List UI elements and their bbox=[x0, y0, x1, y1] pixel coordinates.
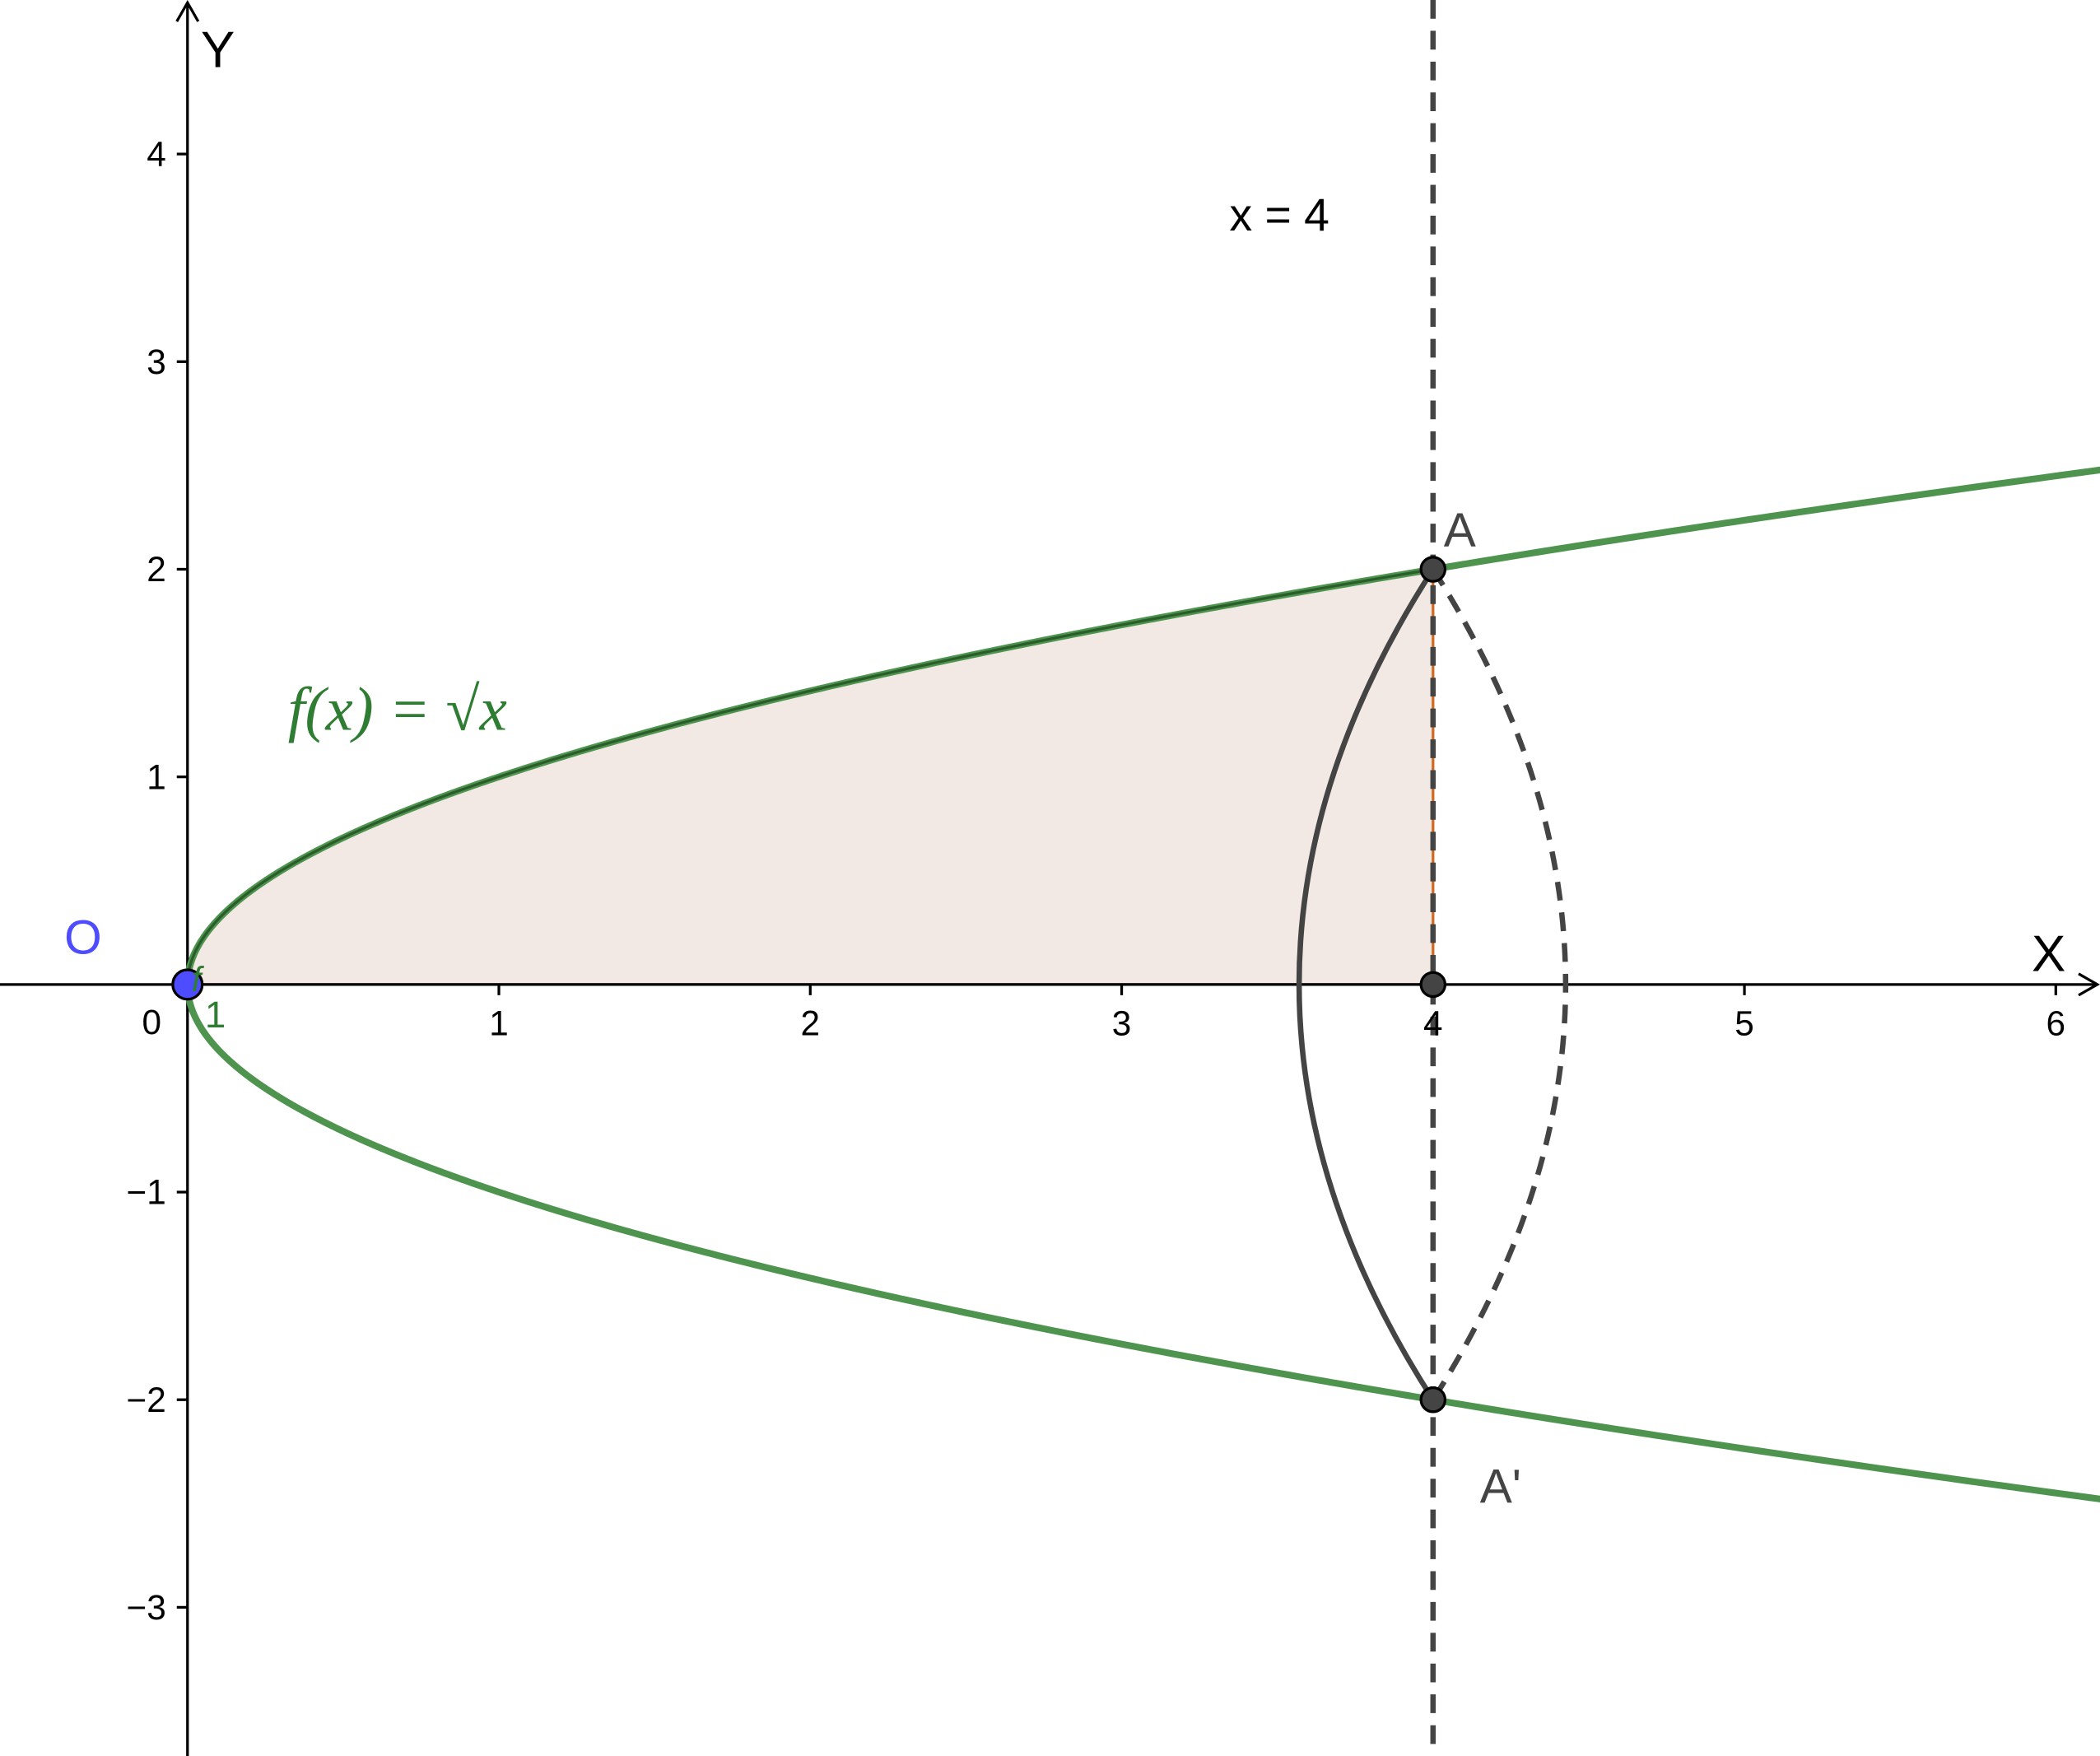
point bbox=[1419, 556, 1447, 583]
y-axis-label: Y bbox=[201, 21, 235, 78]
point bbox=[1419, 971, 1447, 999]
arc-dashed bbox=[1431, 567, 1569, 1401]
x-axis-label: X bbox=[2032, 926, 2065, 983]
origin-label: 0 bbox=[142, 1003, 161, 1041]
y-tick-label: 2 bbox=[147, 550, 166, 589]
x-tick-label: 4 bbox=[1423, 1004, 1443, 1043]
curve bbox=[184, 984, 2100, 1502]
y-tick-label: −2 bbox=[127, 1381, 166, 1419]
curve-highlight bbox=[186, 567, 1434, 985]
y-axis-arrow bbox=[175, 0, 200, 22]
x-tick-label: 2 bbox=[801, 1004, 821, 1043]
point bbox=[1419, 1386, 1447, 1414]
function-label: f(x) = √x bbox=[288, 676, 507, 744]
y-tick-label: 4 bbox=[147, 135, 166, 174]
point-label: A bbox=[1444, 504, 1476, 557]
point-label: A' bbox=[1480, 1460, 1521, 1513]
y-tick-label: −3 bbox=[127, 1588, 166, 1627]
y-tick-label: 1 bbox=[147, 757, 166, 796]
labels: X Y 0 x = 4 f(x) = √x O A A' f 1 1 2 3 4 5 6−… bbox=[64, 21, 2065, 1627]
point-label: O bbox=[64, 911, 102, 964]
x-tick-label: 3 bbox=[1112, 1004, 1132, 1043]
y-tick-label: −1 bbox=[127, 1173, 166, 1212]
shaded-region bbox=[187, 569, 1433, 985]
curve-label: 1 bbox=[205, 994, 226, 1036]
x-tick-label: 5 bbox=[1734, 1004, 1754, 1043]
x-tick-label: 1 bbox=[489, 1004, 509, 1043]
point bbox=[171, 968, 204, 1001]
arc-solid bbox=[1296, 567, 1436, 1401]
y-tick-label: 3 bbox=[147, 342, 166, 381]
x-axis-arrow bbox=[2078, 972, 2100, 997]
line-label: x = 4 bbox=[1230, 189, 1329, 240]
x-tick-label: 6 bbox=[2046, 1004, 2066, 1043]
